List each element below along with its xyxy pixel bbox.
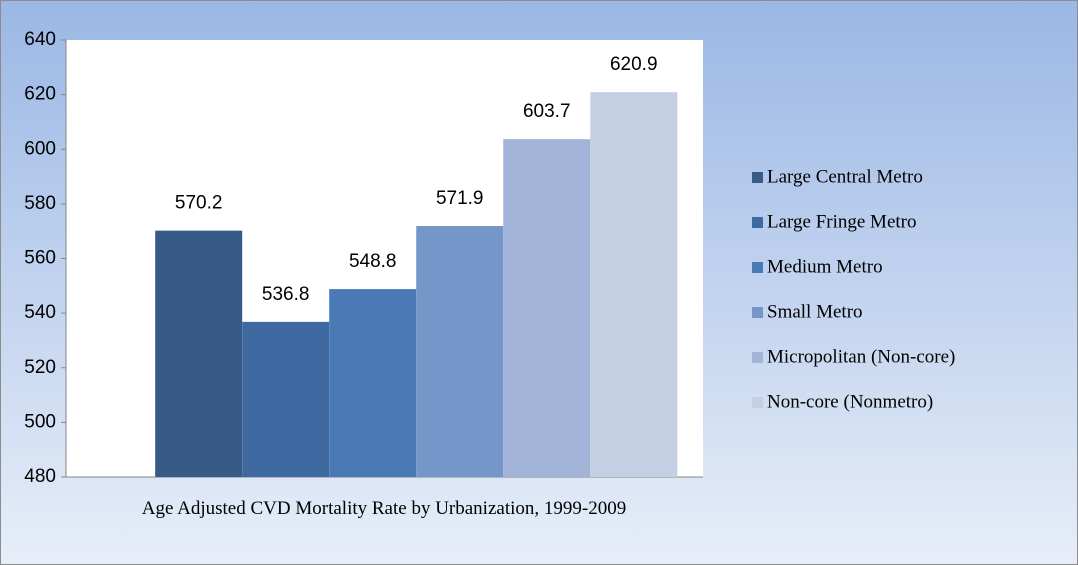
- y-tick-label: 500: [24, 411, 56, 432]
- data-label: 536.8: [262, 284, 310, 305]
- y-tick-label: 580: [24, 193, 56, 214]
- bar: [329, 289, 417, 477]
- bar: [416, 225, 504, 477]
- bar: [242, 321, 330, 477]
- legend-swatch: [752, 172, 763, 183]
- legend-swatch: [752, 397, 763, 408]
- legend-label: Non-core (Nonmetro): [767, 391, 933, 412]
- legend-swatch: [752, 307, 763, 318]
- data-label: 548.8: [349, 251, 397, 272]
- legend-label: Small Metro: [767, 301, 863, 322]
- y-tick-label: 480: [24, 466, 56, 487]
- category-label-box: Age Adjusted CVD Mortality Rate by Urban…: [141, 498, 627, 519]
- data-label: 570.2: [175, 193, 223, 214]
- data-label: 620.9: [610, 54, 658, 75]
- y-tick-label: 520: [24, 357, 56, 378]
- y-tick-label: 540: [24, 302, 56, 323]
- y-tick-label: 600: [24, 138, 56, 159]
- y-tick-label: 640: [24, 29, 56, 50]
- legend-label: Medium Metro: [767, 256, 883, 277]
- legend-label: Large Fringe Metro: [767, 211, 917, 232]
- bar: [503, 139, 591, 477]
- data-label: 603.7: [523, 101, 571, 122]
- y-tick-label: 620: [24, 84, 56, 105]
- bar: [155, 230, 243, 477]
- x-tick-label: Age Adjusted CVD Mortality Rate by Urban…: [141, 498, 627, 519]
- y-tick-label: 560: [24, 248, 56, 269]
- legend-label: Large Central Metro: [767, 166, 923, 187]
- legend-label: Micropolitan (Non-core): [767, 346, 955, 367]
- legend-swatch: [752, 352, 763, 363]
- legend-swatch: [752, 217, 763, 228]
- data-label: 571.9: [436, 188, 484, 209]
- legend-swatch: [752, 262, 763, 273]
- bar: [590, 92, 678, 478]
